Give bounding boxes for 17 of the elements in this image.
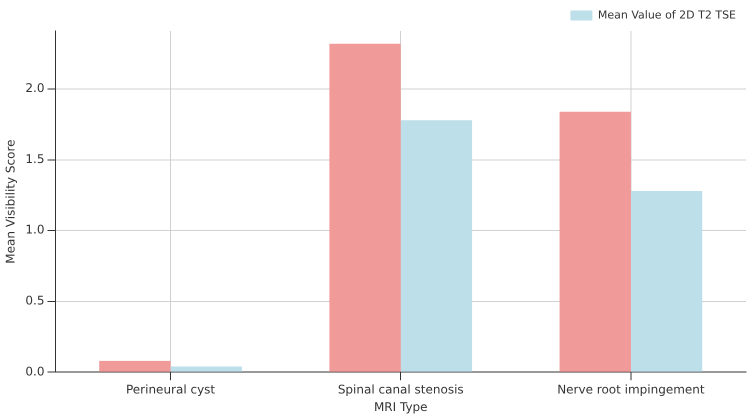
y-tick-label: 0.5 [25,294,44,308]
y-tick-label: 2.0 [25,81,44,96]
x-tick-label: Perineural cyst [126,382,216,397]
bar [99,360,171,372]
y-tick-label: 0.0 [25,364,44,378]
y-tick-label: 1.5 [25,152,44,166]
bar [400,120,472,372]
bar [170,366,242,372]
bar [560,112,631,372]
bar [630,190,702,372]
y-axis-title: Mean Visibility Score [3,139,18,264]
y-tick-label: 1.0 [25,222,44,237]
bar [329,44,401,372]
x-tick-label: Spinal canal stenosis [338,382,464,397]
legend-label: Mean Value of 2D T2 TSE [598,8,736,22]
x-tick-label: Nerve root impingement [557,382,705,397]
x-axis-title: MRI Type [374,400,428,414]
